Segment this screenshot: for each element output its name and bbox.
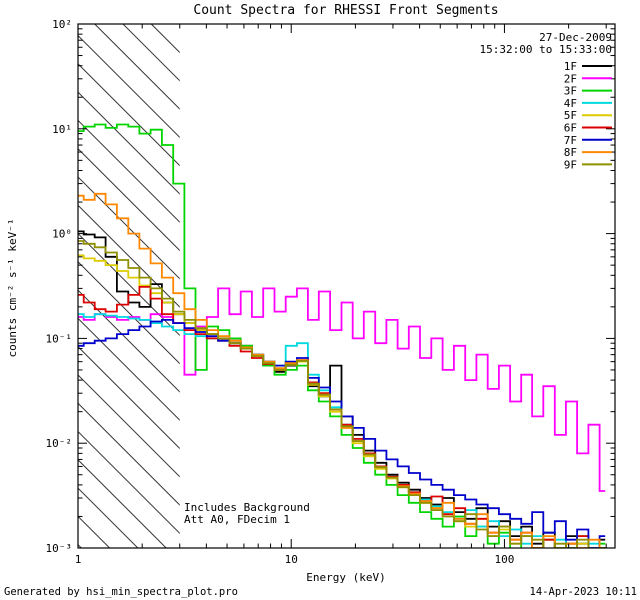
legend-label-8F: 8F [564,146,577,159]
y-tick-label: 10⁰ [52,228,72,241]
y-tick-label: 10⁻¹ [46,332,73,345]
y-tick-label: 10⁻³ [46,542,73,555]
date-annotation: 27-Dec-2009 [539,31,612,44]
includes-background-note: Includes Background [184,501,310,514]
x-tick-label: 1 [75,553,82,566]
legend-label-5F: 5F [564,109,577,122]
chart-title: Count Spectra for RHESSI Front Segments [193,3,498,18]
axes-group: 1 10 100 10² 10¹ 10⁰ 10⁻¹ 10⁻² 10⁻³ [46,18,616,566]
hatched-low-energy-region [78,24,180,548]
legend-label-1F: 1F [564,60,577,73]
legend-label-3F: 3F [564,85,577,98]
plot-frame [77,23,616,549]
spectra-series-group [78,123,606,548]
y-axis-label: counts cm⁻² s⁻¹ keV⁻¹ [6,218,19,357]
legend-label-7F: 7F [564,134,577,147]
timestamp-footer: 14-Apr-2023 10:11 [530,586,637,598]
series-2F [78,287,606,492]
legend-label-6F: 6F [564,122,577,135]
hatch-fill [78,24,180,548]
y-tick-label: 10⁻² [46,437,73,450]
x-tick-label: 10 [285,553,298,566]
series-9F [78,240,606,548]
legend-label-2F: 2F [564,72,577,85]
time-range-annotation: 15:32:00 to 15:33:00 [480,43,612,56]
attenuator-note: Att A0, FDecim 1 [184,513,290,526]
legend-label-9F: 9F [564,158,577,171]
x-tick-label: 100 [495,553,515,566]
x-axis-label: Energy (keV) [306,571,385,584]
legend-label-4F: 4F [564,97,577,110]
y-tick-label: 10² [52,18,72,31]
generated-by-footer: Generated by hsi_min_spectra_plot.pro [4,586,238,598]
y-tick-label: 10¹ [52,123,72,136]
